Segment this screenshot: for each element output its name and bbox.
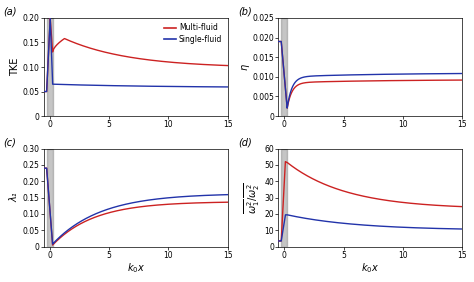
Y-axis label: TKE: TKE [10,58,20,76]
X-axis label: $k_0 x$: $k_0 x$ [127,261,145,275]
Bar [46,149,53,247]
Y-axis label: $\overline{\omega_1^2}/\overline{\omega_2^2}$: $\overline{\omega_1^2}/\overline{\omega_… [242,182,262,213]
Bar [281,149,287,247]
X-axis label: $k_0 x$: $k_0 x$ [361,261,379,275]
Y-axis label: λ₁: λ₁ [10,193,20,202]
Text: (c): (c) [3,138,16,147]
Y-axis label: η: η [239,64,249,70]
Text: (d): (d) [238,138,252,147]
Text: (b): (b) [238,7,252,17]
Bar [281,18,287,116]
Bar [46,18,53,116]
Legend: Multi-fluid, Single-fluid: Multi-fluid, Single-fluid [163,22,224,45]
Text: (a): (a) [3,7,17,17]
